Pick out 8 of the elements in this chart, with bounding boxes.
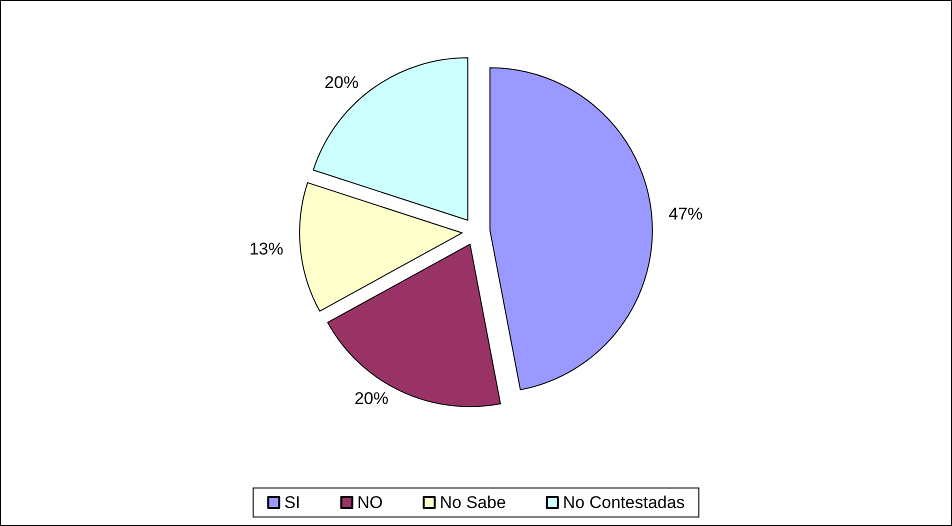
- data-label: 13%: [249, 239, 284, 258]
- legend-label: NO: [357, 493, 383, 512]
- legend-label: No Contestadas: [562, 493, 685, 512]
- data-label: 20%: [324, 72, 359, 92]
- legend-label: SI: [284, 493, 300, 512]
- data-label: 20%: [354, 388, 388, 408]
- data-label: 47%: [668, 204, 703, 224]
- legend-label: No Sabe: [440, 493, 506, 512]
